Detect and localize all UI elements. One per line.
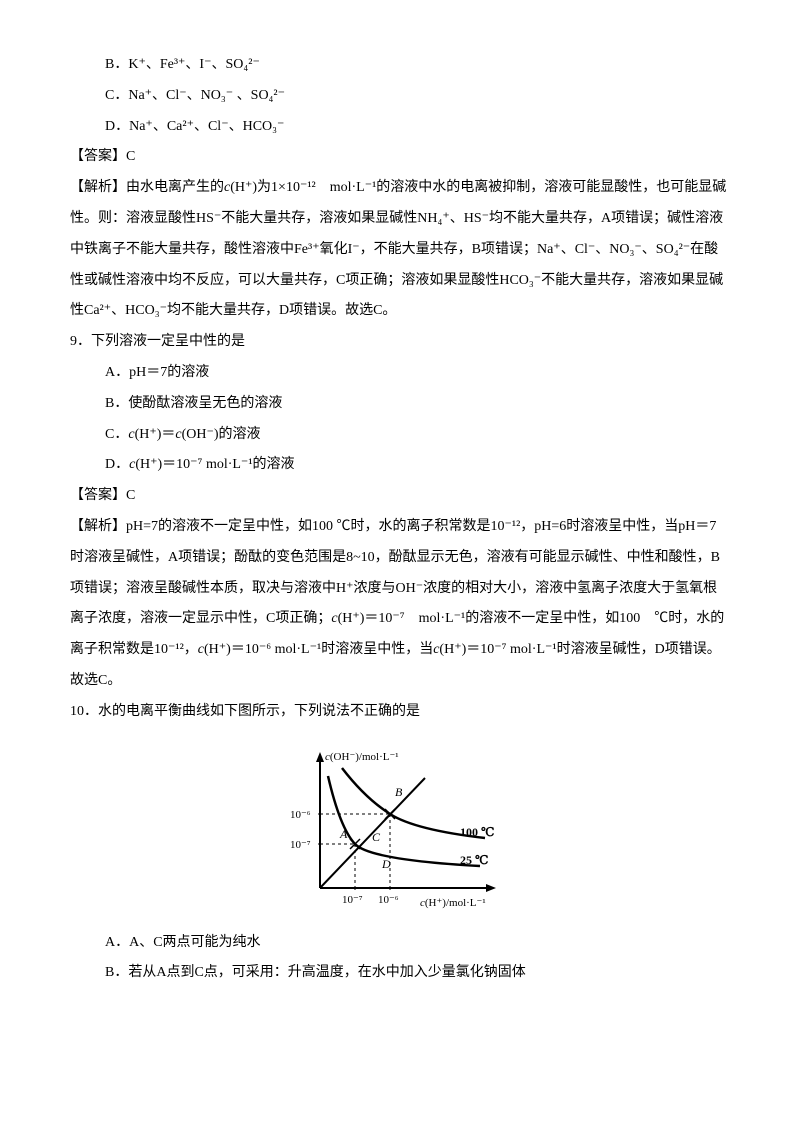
temp-100: 100 ℃	[460, 825, 495, 839]
text: (H⁺)为1×10⁻¹² mol·L⁻¹的溶液中水的电离被抑制，溶液可能显酸性，…	[70, 180, 726, 318]
ylab: (OH⁻)/mol·L⁻¹	[330, 751, 399, 763]
text: (OH⁻)的溶液	[182, 427, 261, 442]
ytick-2: 10⁻⁷	[290, 839, 311, 851]
text: 【解析】由水电离产生的	[70, 180, 224, 195]
point-d: D	[381, 857, 391, 871]
answer-9: 【答案】C	[70, 481, 730, 512]
text: D．	[105, 457, 129, 472]
text: C．	[105, 427, 128, 442]
q10-option-a: A．A、C两点可能为纯水	[70, 928, 730, 959]
xtick-1: 10⁻⁷	[342, 894, 363, 906]
xlab: (H⁺)/mol·L⁻¹	[425, 897, 486, 909]
q9-option-a: A．pH＝7的溶液	[70, 358, 730, 389]
point-b: B	[395, 785, 403, 799]
explanation-9: 【解析】pH=7的溶液不一定呈中性，如100 ℃时，水的离子积常数是10⁻¹²，…	[70, 512, 730, 697]
explanation-8: 【解析】由水电离产生的c(H⁺)为1×10⁻¹² mol·L⁻¹的溶液中水的电离…	[70, 173, 730, 327]
q9-option-c: C．c(H⁺)＝c(OH⁻)的溶液	[70, 420, 730, 451]
svg-text:c(H⁺)/mol·L⁻¹: c(H⁺)/mol·L⁻¹	[420, 897, 486, 909]
point-c: C	[372, 830, 381, 844]
answer-8: 【答案】C	[70, 142, 730, 173]
ytick-1: 10⁻⁶	[290, 809, 311, 821]
option-d: D．Na⁺、Ca²⁺、Cl⁻、HCO₃⁻	[70, 112, 730, 143]
text: (H⁺)＝10⁻⁶ mol·L⁻¹时溶液呈中性，当	[204, 642, 433, 657]
xtick-2: 10⁻⁶	[378, 894, 399, 906]
text: (H⁺)＝	[135, 427, 176, 442]
text: (H⁺)＝10⁻⁷ mol·L⁻¹的溶液	[135, 457, 294, 472]
q9-option-b: B．使酚酞溶液呈无色的溶液	[70, 389, 730, 420]
ionization-curve-chart: c(OH⁻)/mol·L⁻¹ c(H⁺)/mol·L⁻¹ 10⁻⁶ 10⁻⁷ 1…	[70, 738, 730, 918]
option-b: B．K⁺、Fe³⁺、I⁻、SO₄²⁻	[70, 50, 730, 81]
point-a: A	[339, 827, 348, 841]
question-10-stem: 10．水的电离平衡曲线如下图所示，下列说法不正确的是	[70, 697, 730, 728]
svg-text:c(OH⁻)/mol·L⁻¹: c(OH⁻)/mol·L⁻¹	[325, 751, 399, 763]
temp-25: 25 ℃	[460, 853, 489, 867]
q9-option-d: D．c(H⁺)＝10⁻⁷ mol·L⁻¹的溶液	[70, 450, 730, 481]
question-9-stem: 9．下列溶液一定呈中性的是	[70, 327, 730, 358]
q10-option-b: B．若从A点到C点，可采用：升高温度，在水中加入少量氯化钠固体	[70, 958, 730, 989]
option-c: C．Na⁺、Cl⁻、NO₃⁻ 、SO₄²⁻	[70, 81, 730, 112]
